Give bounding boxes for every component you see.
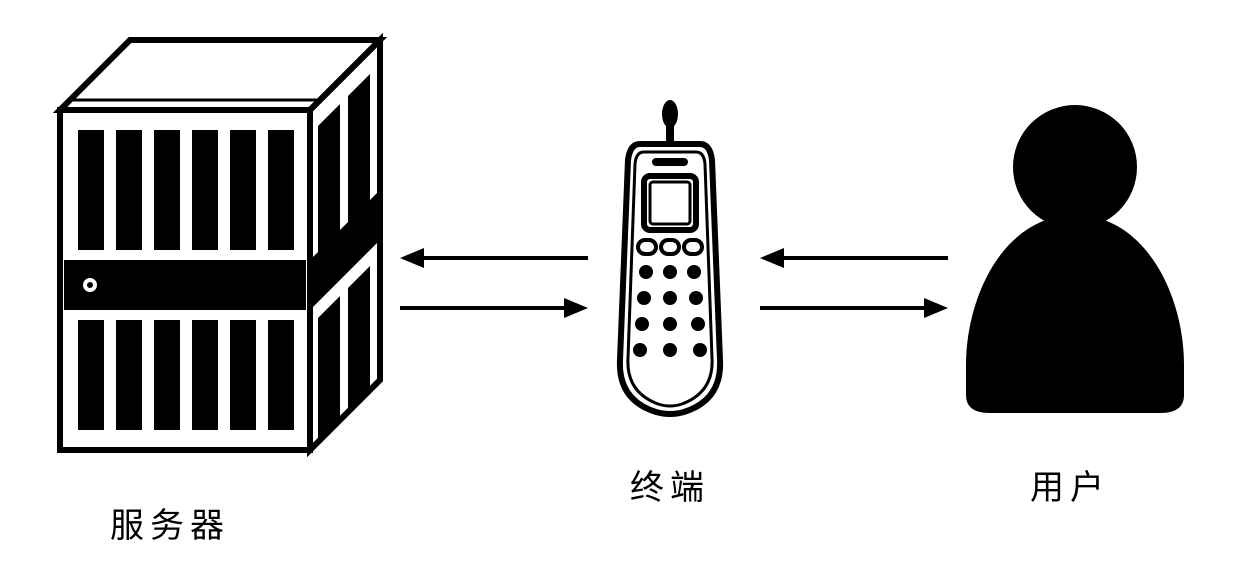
- server-label: 服务器: [110, 498, 230, 547]
- terminal-label: 终端: [630, 460, 710, 509]
- user-label: 用户: [1030, 460, 1110, 509]
- diagram-stage: 服务器 终端 用户: [0, 0, 1240, 576]
